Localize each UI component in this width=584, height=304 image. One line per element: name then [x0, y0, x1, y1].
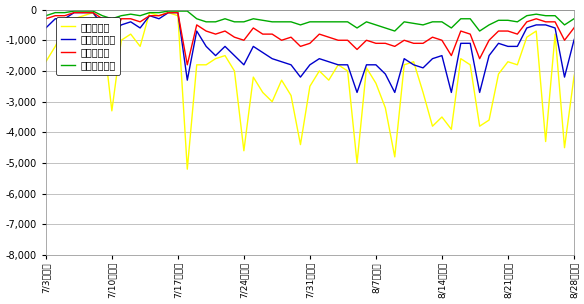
吉田ルート — [184, 167, 191, 171]
須走ルート — [419, 42, 426, 45]
富士宮ルート — [580, 14, 584, 18]
Line: 須走ルート: 須走ルート — [46, 13, 583, 65]
御殿場ルート — [457, 17, 464, 21]
Line: 御殿場ルート: 御殿場ルート — [46, 11, 583, 31]
吉田ルート — [419, 91, 426, 94]
吉田ルート — [175, 14, 182, 18]
須走ルート — [561, 38, 568, 42]
御殿場ルート — [580, 9, 584, 13]
須走ルート — [71, 11, 78, 15]
富士宮ルート — [175, 11, 182, 15]
Line: 富士宮ルート: 富士宮ルート — [46, 13, 583, 92]
吉田ルート — [457, 57, 464, 60]
須走ルート — [193, 23, 200, 27]
御殿場ルート — [419, 23, 426, 27]
富士宮ルート — [514, 45, 521, 48]
須走ルート — [184, 63, 191, 67]
御殿場ルート — [71, 9, 78, 13]
須走ルート — [175, 11, 182, 15]
Line: 吉田ルート: 吉田ルート — [46, 13, 583, 169]
富士宮ルート — [419, 66, 426, 70]
御殿場ルート — [184, 9, 191, 13]
富士宮ルート — [71, 11, 78, 15]
御殿場ルート — [175, 9, 182, 13]
富士宮ルート — [42, 26, 49, 30]
御殿場ルート — [514, 20, 521, 24]
御殿場ルート — [561, 23, 568, 27]
富士宮ルート — [457, 42, 464, 45]
富士宮ルート — [184, 78, 191, 82]
須走ルート — [580, 11, 584, 15]
富士宮ルート — [561, 75, 568, 79]
富士宮ルート — [353, 91, 360, 94]
須走ルート — [514, 32, 521, 36]
Legend: 吉田ルート, 富士宮ルート, 須走ルート, 御殿場ルート: 吉田ルート, 富士宮ルート, 須走ルート, 御殿場ルート — [56, 17, 120, 75]
吉田ルート — [89, 11, 96, 15]
須走ルート — [457, 29, 464, 33]
吉田ルート — [42, 60, 49, 64]
須走ルート — [42, 17, 49, 21]
吉田ルート — [514, 63, 521, 67]
吉田ルート — [580, 26, 584, 30]
御殿場ルート — [391, 29, 398, 33]
吉田ルート — [193, 63, 200, 67]
吉田ルート — [561, 146, 568, 150]
御殿場ルート — [42, 14, 49, 18]
